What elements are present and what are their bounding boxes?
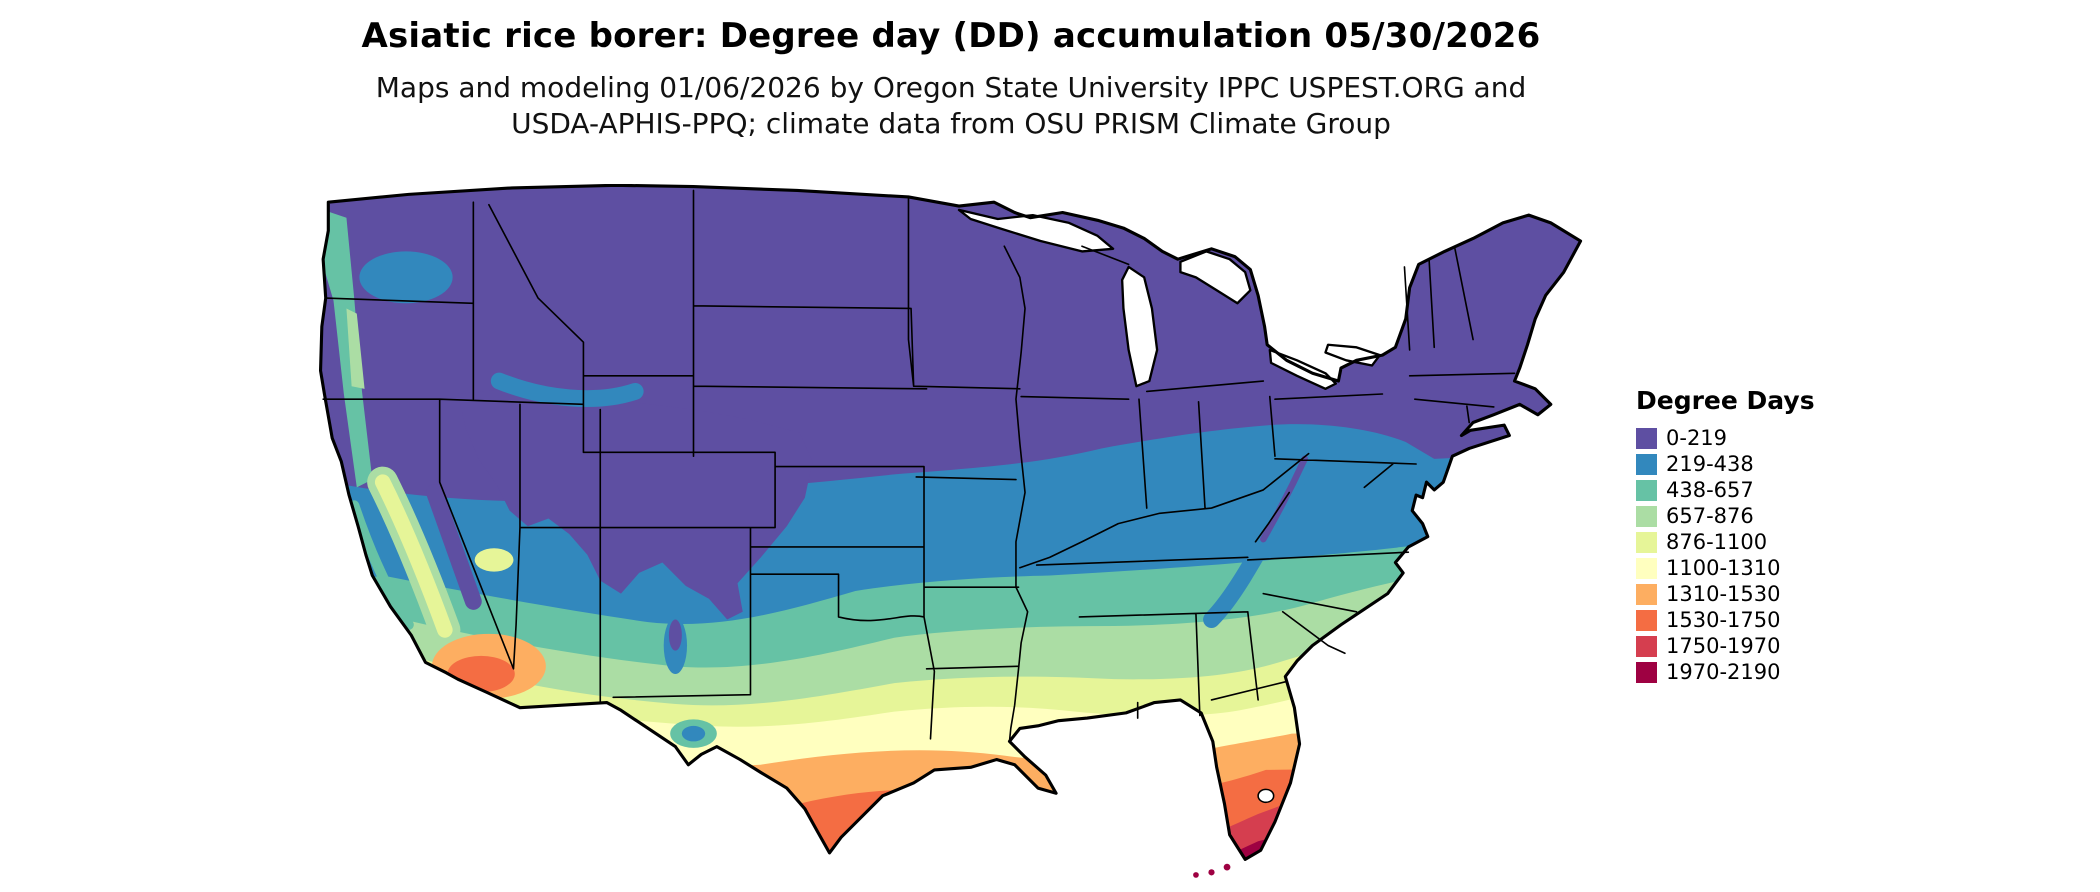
- legend-item: 219-438: [1636, 451, 1815, 477]
- legend-swatch: [1636, 531, 1657, 553]
- willamette-valley-zone: [346, 308, 365, 389]
- legend-item-label: 1310-1530: [1666, 581, 1781, 606]
- great-lakes: [957, 208, 1382, 804]
- band-1100-1310: [320, 689, 1581, 860]
- keys-dot: [1223, 863, 1231, 871]
- legend-item: 438-657: [1636, 477, 1815, 503]
- subtitle-line-2: USDA-APHIS-PPQ; climate data from OSU PR…: [511, 107, 1391, 140]
- sonoran-desert-hot-core: [447, 655, 515, 693]
- lake-huron: [1179, 250, 1252, 305]
- davis-mtns-core: [681, 725, 706, 742]
- legend-item-label: 438-657: [1666, 477, 1754, 502]
- map-legend: Degree Days 0-219 219-438 438-657 657-876 87…: [1636, 386, 1815, 685]
- legend-items: 0-219 219-438 438-657 657-876 876-1100 1100-1…: [1636, 425, 1815, 685]
- lake-ontario: [1324, 343, 1382, 367]
- subtitle-line-1: Maps and modeling 01/06/2026 by Oregon S…: [375, 71, 1527, 104]
- legend-item-label: 876-1100: [1666, 529, 1768, 554]
- legend-swatch: [1636, 583, 1657, 605]
- legend-swatch: [1636, 635, 1657, 657]
- legend-item-label: 657-876: [1666, 503, 1754, 528]
- legend-item-label: 1100-1310: [1666, 555, 1781, 580]
- legend-item-label: 1530-1750: [1666, 607, 1781, 632]
- legend-item: 0-219: [1636, 425, 1815, 451]
- legend-swatch: [1636, 453, 1657, 475]
- legend-item: 1750-1970: [1636, 633, 1815, 659]
- us-map-svg: [318, 184, 1583, 878]
- legend-swatch: [1636, 661, 1657, 683]
- legend-item: 1310-1530: [1636, 581, 1815, 607]
- snake-river-plain-zone: [490, 372, 644, 407]
- legend-item: 1100-1310: [1636, 555, 1815, 581]
- us-degree-day-map: [305, 184, 1600, 884]
- lake-michigan: [1120, 265, 1159, 388]
- band-1310-1530: [320, 728, 1581, 860]
- state-boundaries: [322, 189, 1516, 743]
- columbia-basin-zone: [359, 251, 453, 304]
- florida-keys: [1193, 863, 1231, 878]
- las-vegas-warm-zone: [474, 548, 514, 572]
- california-coast-zone: [349, 500, 414, 630]
- page-title: Asiatic rice borer: Degree day (DD) accu…: [361, 16, 1541, 56]
- rockies-cool-zone: [457, 388, 813, 620]
- legend-title: Degree Days: [1636, 386, 1815, 415]
- pacific-coast-zone: [320, 209, 373, 488]
- sierra-nevada-zone: [426, 484, 482, 610]
- keys-dot: [1208, 869, 1215, 876]
- keys-dot: [1193, 872, 1199, 878]
- legend-item-label: 0-219: [1666, 425, 1728, 450]
- legend-swatch: [1636, 505, 1657, 527]
- appalachians-core: [1260, 455, 1308, 543]
- legend-swatch: [1636, 427, 1657, 449]
- lake-superior: [957, 208, 1115, 253]
- sacramento-mtns-core: [668, 619, 682, 651]
- legend-item: 657-876: [1636, 503, 1815, 529]
- legend-swatch: [1636, 479, 1657, 501]
- legend-swatch: [1636, 609, 1657, 631]
- legend-item: 876-1100: [1636, 529, 1815, 555]
- map-header: Asiatic rice borer: Degree day (DD) accu…: [0, 16, 1902, 142]
- lake-okeechobee: [1257, 788, 1275, 804]
- us-outline: [318, 184, 1583, 861]
- legend-swatch: [1636, 557, 1657, 579]
- legend-item: 1970-2190: [1636, 659, 1815, 685]
- legend-item: 1530-1750: [1636, 607, 1815, 633]
- central-valley-inner-zone: [374, 474, 453, 638]
- legend-item-label: 1750-1970: [1666, 633, 1781, 658]
- legend-item-label: 1970-2190: [1666, 659, 1781, 684]
- map-subtitle: Maps and modeling 01/06/2026 by Oregon S…: [0, 70, 1902, 142]
- legend-item-label: 219-438: [1666, 451, 1754, 476]
